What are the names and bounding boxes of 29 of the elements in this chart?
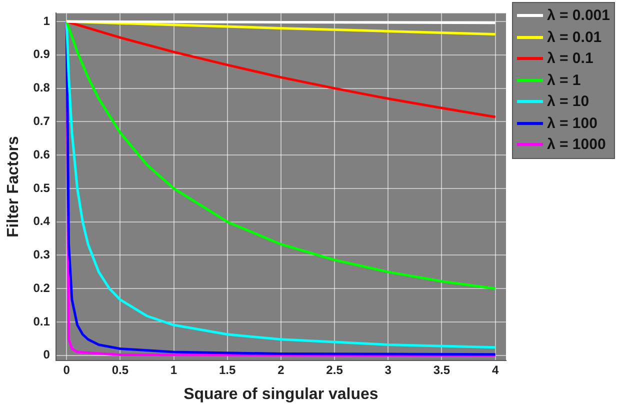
legend-label: λ = 100 <box>547 114 598 132</box>
x-tick-label: 3.5 <box>433 362 450 377</box>
y-tick-label: 1 <box>43 14 50 28</box>
x-tick-label: 2 <box>278 362 285 377</box>
x-tick-label: 0 <box>63 362 70 377</box>
y-tick-label: 0.8 <box>33 80 50 95</box>
y-tick-label: 0.6 <box>33 147 50 162</box>
y-tick-label: 0.5 <box>33 180 50 195</box>
y-tick-label: 0 <box>43 348 50 362</box>
x-tick-label: 2.5 <box>326 362 344 377</box>
legend-label: λ = 0.1 <box>547 50 594 68</box>
legend-label: λ = 1 <box>547 72 581 89</box>
x-tick-label: 1.5 <box>219 362 236 377</box>
y-tick-label: 0.7 <box>33 114 50 128</box>
legend-label: λ = 10 <box>547 93 590 110</box>
x-tick-label: 0.5 <box>112 362 129 377</box>
legend-label: λ = 0.01 <box>547 28 602 46</box>
y-axis-title: Filter Factors <box>5 136 22 238</box>
y-tick-label: 0.3 <box>33 248 50 262</box>
legend-label: λ = 1000 <box>547 136 606 154</box>
y-tick-label: 0.1 <box>33 314 50 328</box>
y-tick-label: 0.9 <box>33 47 50 62</box>
x-tick-label: 4 <box>492 362 499 377</box>
x-tick-label: 1 <box>170 362 178 377</box>
y-tick-label: 0.4 <box>33 214 50 228</box>
legend-label: λ = 0.001 <box>547 7 610 24</box>
y-tick-label: 0.2 <box>33 280 50 295</box>
x-tick-label: 3 <box>384 362 392 377</box>
x-axis-title: Square of singular values <box>184 386 378 403</box>
